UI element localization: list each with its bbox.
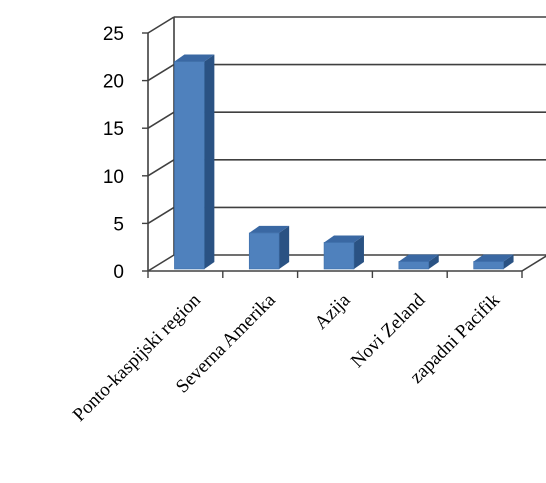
y-tick-label: 10 bbox=[103, 167, 124, 188]
bar-front bbox=[248, 232, 280, 270]
y-tick-label: 20 bbox=[103, 72, 124, 93]
x-tick-label: Novi Zeland bbox=[347, 289, 430, 372]
bar-top bbox=[249, 225, 290, 233]
bar-top bbox=[174, 54, 215, 62]
floor-right-edge bbox=[521, 255, 546, 272]
bar-front bbox=[323, 242, 355, 270]
bar-side bbox=[503, 254, 514, 269]
bar bbox=[398, 254, 439, 270]
y-tick-label: 25 bbox=[103, 24, 124, 45]
bar bbox=[174, 54, 215, 270]
gridlines bbox=[142, 16, 546, 278]
y-tick-label: 0 bbox=[113, 262, 124, 283]
y-tick-label: 5 bbox=[113, 214, 124, 235]
gridline-side bbox=[147, 63, 175, 82]
bar bbox=[323, 235, 364, 270]
gridline-side bbox=[147, 206, 175, 225]
bar-side bbox=[279, 225, 290, 269]
x-tick-label: Azija bbox=[311, 289, 355, 333]
y-tick-label: 15 bbox=[103, 119, 124, 140]
bar-front bbox=[473, 261, 504, 270]
bar-side bbox=[204, 54, 215, 270]
bar-side bbox=[353, 235, 364, 269]
bar-front bbox=[174, 61, 205, 270]
bar-front bbox=[398, 261, 430, 270]
bar-top bbox=[324, 235, 364, 243]
bar bbox=[473, 254, 514, 270]
gridline-side bbox=[147, 16, 175, 34]
gridline-side bbox=[147, 254, 175, 272]
bar-top bbox=[473, 254, 514, 262]
bar bbox=[248, 225, 290, 270]
gridline-side bbox=[147, 159, 175, 177]
y-axis-ticks: 0 5 10 15 20 25 bbox=[103, 24, 124, 283]
bars bbox=[174, 54, 514, 270]
bar-side bbox=[428, 254, 439, 269]
x-tick-label: Ponto-kaspijski region bbox=[69, 289, 205, 425]
bar-top bbox=[398, 254, 439, 262]
gridline-side bbox=[147, 111, 175, 129]
